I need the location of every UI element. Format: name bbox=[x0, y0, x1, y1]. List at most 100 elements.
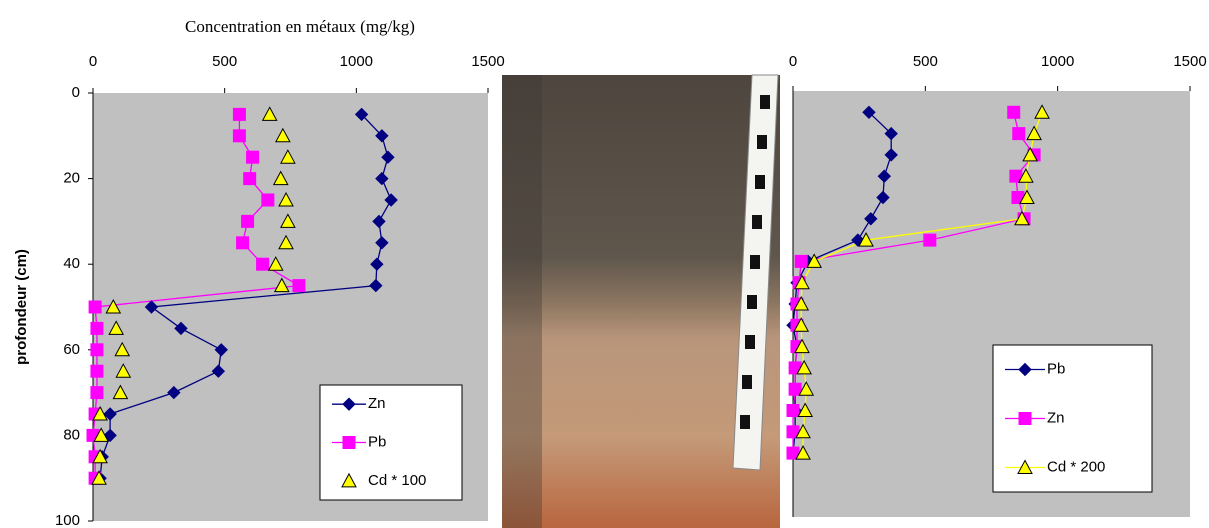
x-tick-label: 1000 bbox=[1041, 53, 1074, 70]
marker bbox=[92, 448, 108, 464]
marker bbox=[1018, 168, 1034, 183]
marker bbox=[858, 232, 874, 247]
marker bbox=[794, 254, 808, 268]
marker bbox=[370, 257, 384, 271]
marker bbox=[1019, 189, 1035, 204]
marker bbox=[369, 278, 383, 293]
marker bbox=[375, 129, 389, 143]
marker bbox=[90, 364, 104, 378]
marker bbox=[90, 386, 104, 400]
marker bbox=[341, 472, 357, 488]
marker bbox=[246, 150, 260, 164]
marker bbox=[381, 150, 395, 164]
marker bbox=[797, 402, 814, 417]
marker bbox=[795, 423, 811, 439]
marker bbox=[280, 213, 296, 228]
marker bbox=[93, 427, 110, 442]
marker bbox=[1022, 146, 1038, 162]
y-axis-label: profondeur (cm) bbox=[13, 249, 30, 365]
marker bbox=[88, 300, 102, 314]
marker bbox=[256, 257, 270, 271]
marker bbox=[1034, 104, 1050, 119]
marker bbox=[90, 343, 104, 357]
x-tick-label: 0 bbox=[789, 53, 797, 70]
marker bbox=[862, 105, 876, 120]
marker bbox=[92, 405, 108, 421]
marker bbox=[384, 193, 398, 207]
marker bbox=[788, 382, 802, 396]
marker bbox=[1026, 125, 1042, 141]
marker bbox=[232, 129, 246, 143]
marker bbox=[144, 300, 159, 314]
marker bbox=[876, 190, 890, 205]
marker bbox=[884, 148, 898, 162]
marker bbox=[243, 172, 257, 186]
marker bbox=[864, 212, 878, 226]
y-tick-label: 60 bbox=[63, 341, 80, 358]
marker bbox=[798, 381, 815, 396]
x-tick-label: 500 bbox=[913, 53, 938, 70]
marker bbox=[923, 233, 937, 247]
y-tick-label: 0 bbox=[72, 84, 80, 101]
marker bbox=[105, 298, 122, 314]
marker bbox=[108, 320, 125, 335]
marker bbox=[103, 407, 117, 421]
marker bbox=[786, 404, 800, 417]
x-tick-label: 1500 bbox=[1173, 53, 1206, 70]
y-tick-label: 100 bbox=[55, 512, 80, 528]
marker bbox=[261, 193, 275, 207]
marker bbox=[292, 279, 306, 293]
marker bbox=[91, 470, 107, 485]
marker bbox=[272, 170, 289, 186]
x-tick-label: 500 bbox=[212, 53, 237, 70]
marker bbox=[354, 107, 369, 122]
marker bbox=[261, 106, 278, 121]
marker bbox=[372, 214, 386, 229]
marker bbox=[115, 363, 132, 378]
marker bbox=[877, 169, 892, 183]
marker bbox=[375, 171, 389, 186]
legend-label: Pb bbox=[1047, 360, 1065, 377]
marker bbox=[112, 384, 129, 400]
marker bbox=[1017, 459, 1033, 474]
legend-label: Cd * 100 bbox=[368, 472, 426, 489]
marker bbox=[280, 149, 296, 164]
legend-label: Zn bbox=[1047, 409, 1065, 426]
marker bbox=[793, 295, 810, 311]
marker bbox=[1018, 362, 1032, 377]
marker bbox=[884, 126, 898, 141]
marker bbox=[1007, 105, 1021, 119]
marker bbox=[806, 253, 823, 268]
y-tick-label: 80 bbox=[63, 426, 80, 443]
y-tick-label: 40 bbox=[63, 255, 80, 272]
marker bbox=[1018, 412, 1032, 425]
marker bbox=[90, 321, 104, 335]
y-tick-label: 20 bbox=[63, 170, 80, 187]
marker bbox=[167, 385, 181, 400]
legend-label: Zn bbox=[368, 395, 386, 412]
x-tick-label: 1500 bbox=[471, 53, 504, 70]
marker bbox=[278, 234, 294, 250]
marker bbox=[795, 445, 811, 460]
marker bbox=[103, 428, 117, 443]
marker bbox=[214, 343, 228, 357]
marker bbox=[796, 359, 812, 375]
marker bbox=[267, 256, 284, 271]
marker bbox=[174, 321, 188, 336]
marker bbox=[793, 317, 810, 332]
marker bbox=[273, 277, 290, 293]
marker bbox=[375, 236, 389, 250]
chart-title: Concentration en métaux (mg/kg) bbox=[185, 17, 415, 36]
marker bbox=[1014, 210, 1030, 226]
marker bbox=[114, 341, 131, 357]
marker bbox=[232, 107, 246, 121]
legend-label: Cd * 200 bbox=[1047, 458, 1105, 475]
marker bbox=[342, 397, 356, 411]
soil-photo bbox=[502, 74, 780, 528]
x-tick-label: 0 bbox=[89, 53, 97, 70]
marker bbox=[211, 364, 226, 378]
legend-label: Pb bbox=[368, 433, 386, 450]
marker bbox=[794, 338, 810, 354]
marker bbox=[236, 236, 250, 250]
